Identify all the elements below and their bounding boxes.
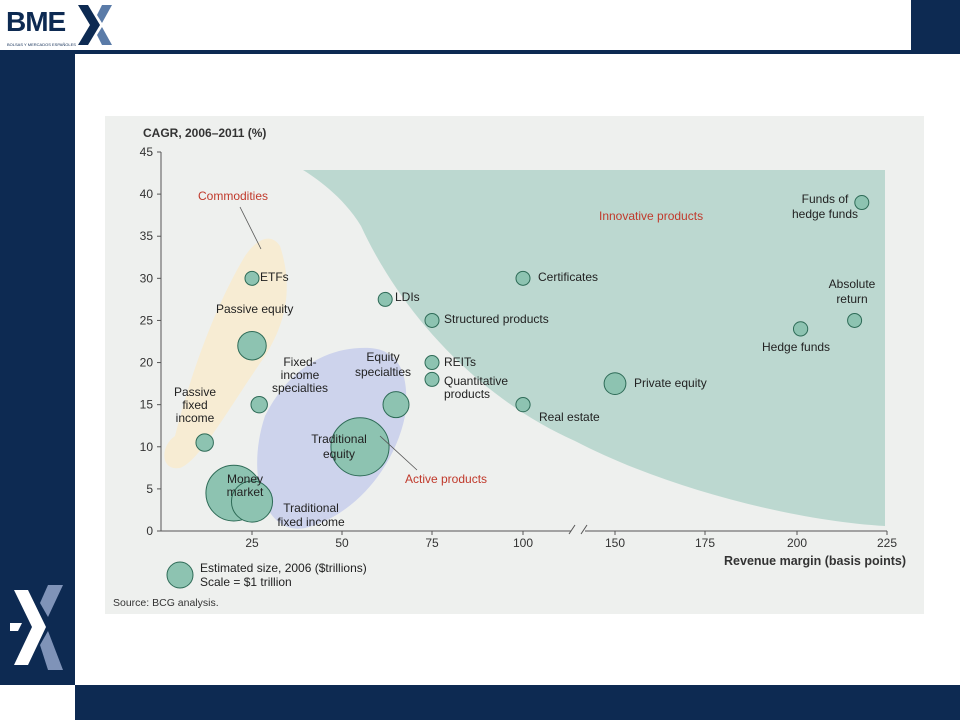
x-axis-break xyxy=(568,524,588,536)
bubble-point xyxy=(382,391,410,419)
legend-scale-bubble xyxy=(166,561,194,589)
bubble-point xyxy=(854,195,870,211)
commodities-leader xyxy=(239,206,262,250)
label-money-market: Money market xyxy=(227,472,264,499)
legend-line-2: Scale = $1 trillion xyxy=(200,575,292,589)
bubble-point xyxy=(237,330,267,361)
y-tick-label: 0 xyxy=(146,524,153,538)
label-absolute-return: Absolute return xyxy=(829,277,876,306)
left-sidebar-bar xyxy=(0,54,75,685)
y-tick-label: 35 xyxy=(140,229,154,243)
label-certificates: Certificates xyxy=(538,270,598,284)
bubble-point xyxy=(250,395,268,414)
label-passive-fixed-income: Passive fixed income xyxy=(174,385,216,425)
label-fixed-income-specialties: Fixed-income specialties xyxy=(272,355,328,395)
label-etfs: ETFs xyxy=(260,270,289,284)
annotation-innovative: Innovative products xyxy=(599,209,703,223)
bubble-point xyxy=(603,372,627,395)
bme-logo: BME BOLSAS Y MERCADOS ESPAÑOLES xyxy=(6,4,116,48)
bme-logo-text: BME xyxy=(6,6,66,37)
x-tick-label: 25 xyxy=(245,536,259,550)
bubble-point xyxy=(515,397,531,413)
label-structured-products: Structured products xyxy=(444,312,549,326)
bottom-left-corner xyxy=(0,685,75,720)
label-private-equity: Private equity xyxy=(634,376,707,390)
x-tick-label: 75 xyxy=(425,536,439,550)
x-tick-label: 225 xyxy=(877,536,897,550)
y-tick-label: 25 xyxy=(140,313,154,327)
active-leader xyxy=(379,435,418,471)
bubble-point xyxy=(244,270,260,286)
x-tick-label: 200 xyxy=(787,536,807,550)
label-ldis: LDIs xyxy=(395,290,420,304)
label-reits: REITs xyxy=(444,355,476,369)
x-tick-label: 50 xyxy=(335,536,349,550)
y-tick-label: 20 xyxy=(140,356,154,370)
bubble-point xyxy=(424,312,440,328)
bubble-chart: 0 5 10 15 20 25 30 35 40 45 25 50 75 100 150 175 200 225… xyxy=(113,126,906,609)
bme-logo-subtitle: BOLSAS Y MERCADOS ESPAÑOLES xyxy=(7,42,76,47)
label-passive-equity: Passive equity xyxy=(216,302,293,316)
header-right-block xyxy=(911,0,960,54)
x-tick-label: 150 xyxy=(605,536,625,550)
label-equity-specialties: Equity specialties xyxy=(355,350,411,379)
chart-title: CAGR, 2006–2011 (%) xyxy=(143,126,266,140)
y-tick-label: 40 xyxy=(140,187,154,201)
source-note: Source: BCG analysis. xyxy=(113,597,219,609)
bme-x-icon xyxy=(78,5,112,45)
label-quantitative-products: Quantitative products xyxy=(444,374,508,401)
bubble-point xyxy=(230,480,274,523)
chart-panel: 0 5 10 15 20 25 30 35 40 45 25 50 75 100 150 175 200 225… xyxy=(105,116,924,614)
x-tick-label: 175 xyxy=(695,536,715,550)
y-tick-label: 30 xyxy=(140,271,154,285)
annotation-active: Active products xyxy=(405,472,487,486)
bubble-point xyxy=(515,270,531,286)
bme-side-x-icon xyxy=(10,585,63,670)
x-tick-label: 100 xyxy=(513,536,533,550)
bubble-point xyxy=(424,355,440,371)
bubble-point xyxy=(792,321,809,337)
bubble-point xyxy=(195,433,214,452)
annotation-commodities: Commodities xyxy=(198,189,268,203)
bubble-point xyxy=(330,417,390,477)
y-tick-label: 15 xyxy=(140,398,154,412)
point-labels: ETFs Passive equity Fixed-income specialt… xyxy=(174,192,876,529)
header-rule xyxy=(0,50,960,54)
commodities-region xyxy=(164,238,287,469)
y-tick-label: 10 xyxy=(140,440,154,454)
label-traditional-equity: Traditional equity xyxy=(311,432,367,461)
legend-line-1: Estimated size, 2006 ($trillions) xyxy=(200,561,367,575)
size-legend: Estimated size, 2006 ($trillions) Scale … xyxy=(166,561,367,589)
bubble-point xyxy=(847,312,863,328)
innovative-products-region xyxy=(303,170,885,526)
label-hedge-funds: Hedge funds xyxy=(762,340,830,354)
y-tick-label: 45 xyxy=(140,145,154,159)
label-real-estate: Real estate xyxy=(539,410,600,424)
footer-bar xyxy=(75,685,960,720)
x-axis-label: Revenue margin (basis points) xyxy=(724,554,906,568)
label-traditional-fixed-income: Traditional fixed income xyxy=(277,501,345,529)
bubble-point xyxy=(377,291,393,307)
y-tick-label: 5 xyxy=(146,482,153,496)
bubble-point xyxy=(424,371,440,387)
label-funds-of-hedge-funds: Funds of hedge funds xyxy=(792,192,858,221)
